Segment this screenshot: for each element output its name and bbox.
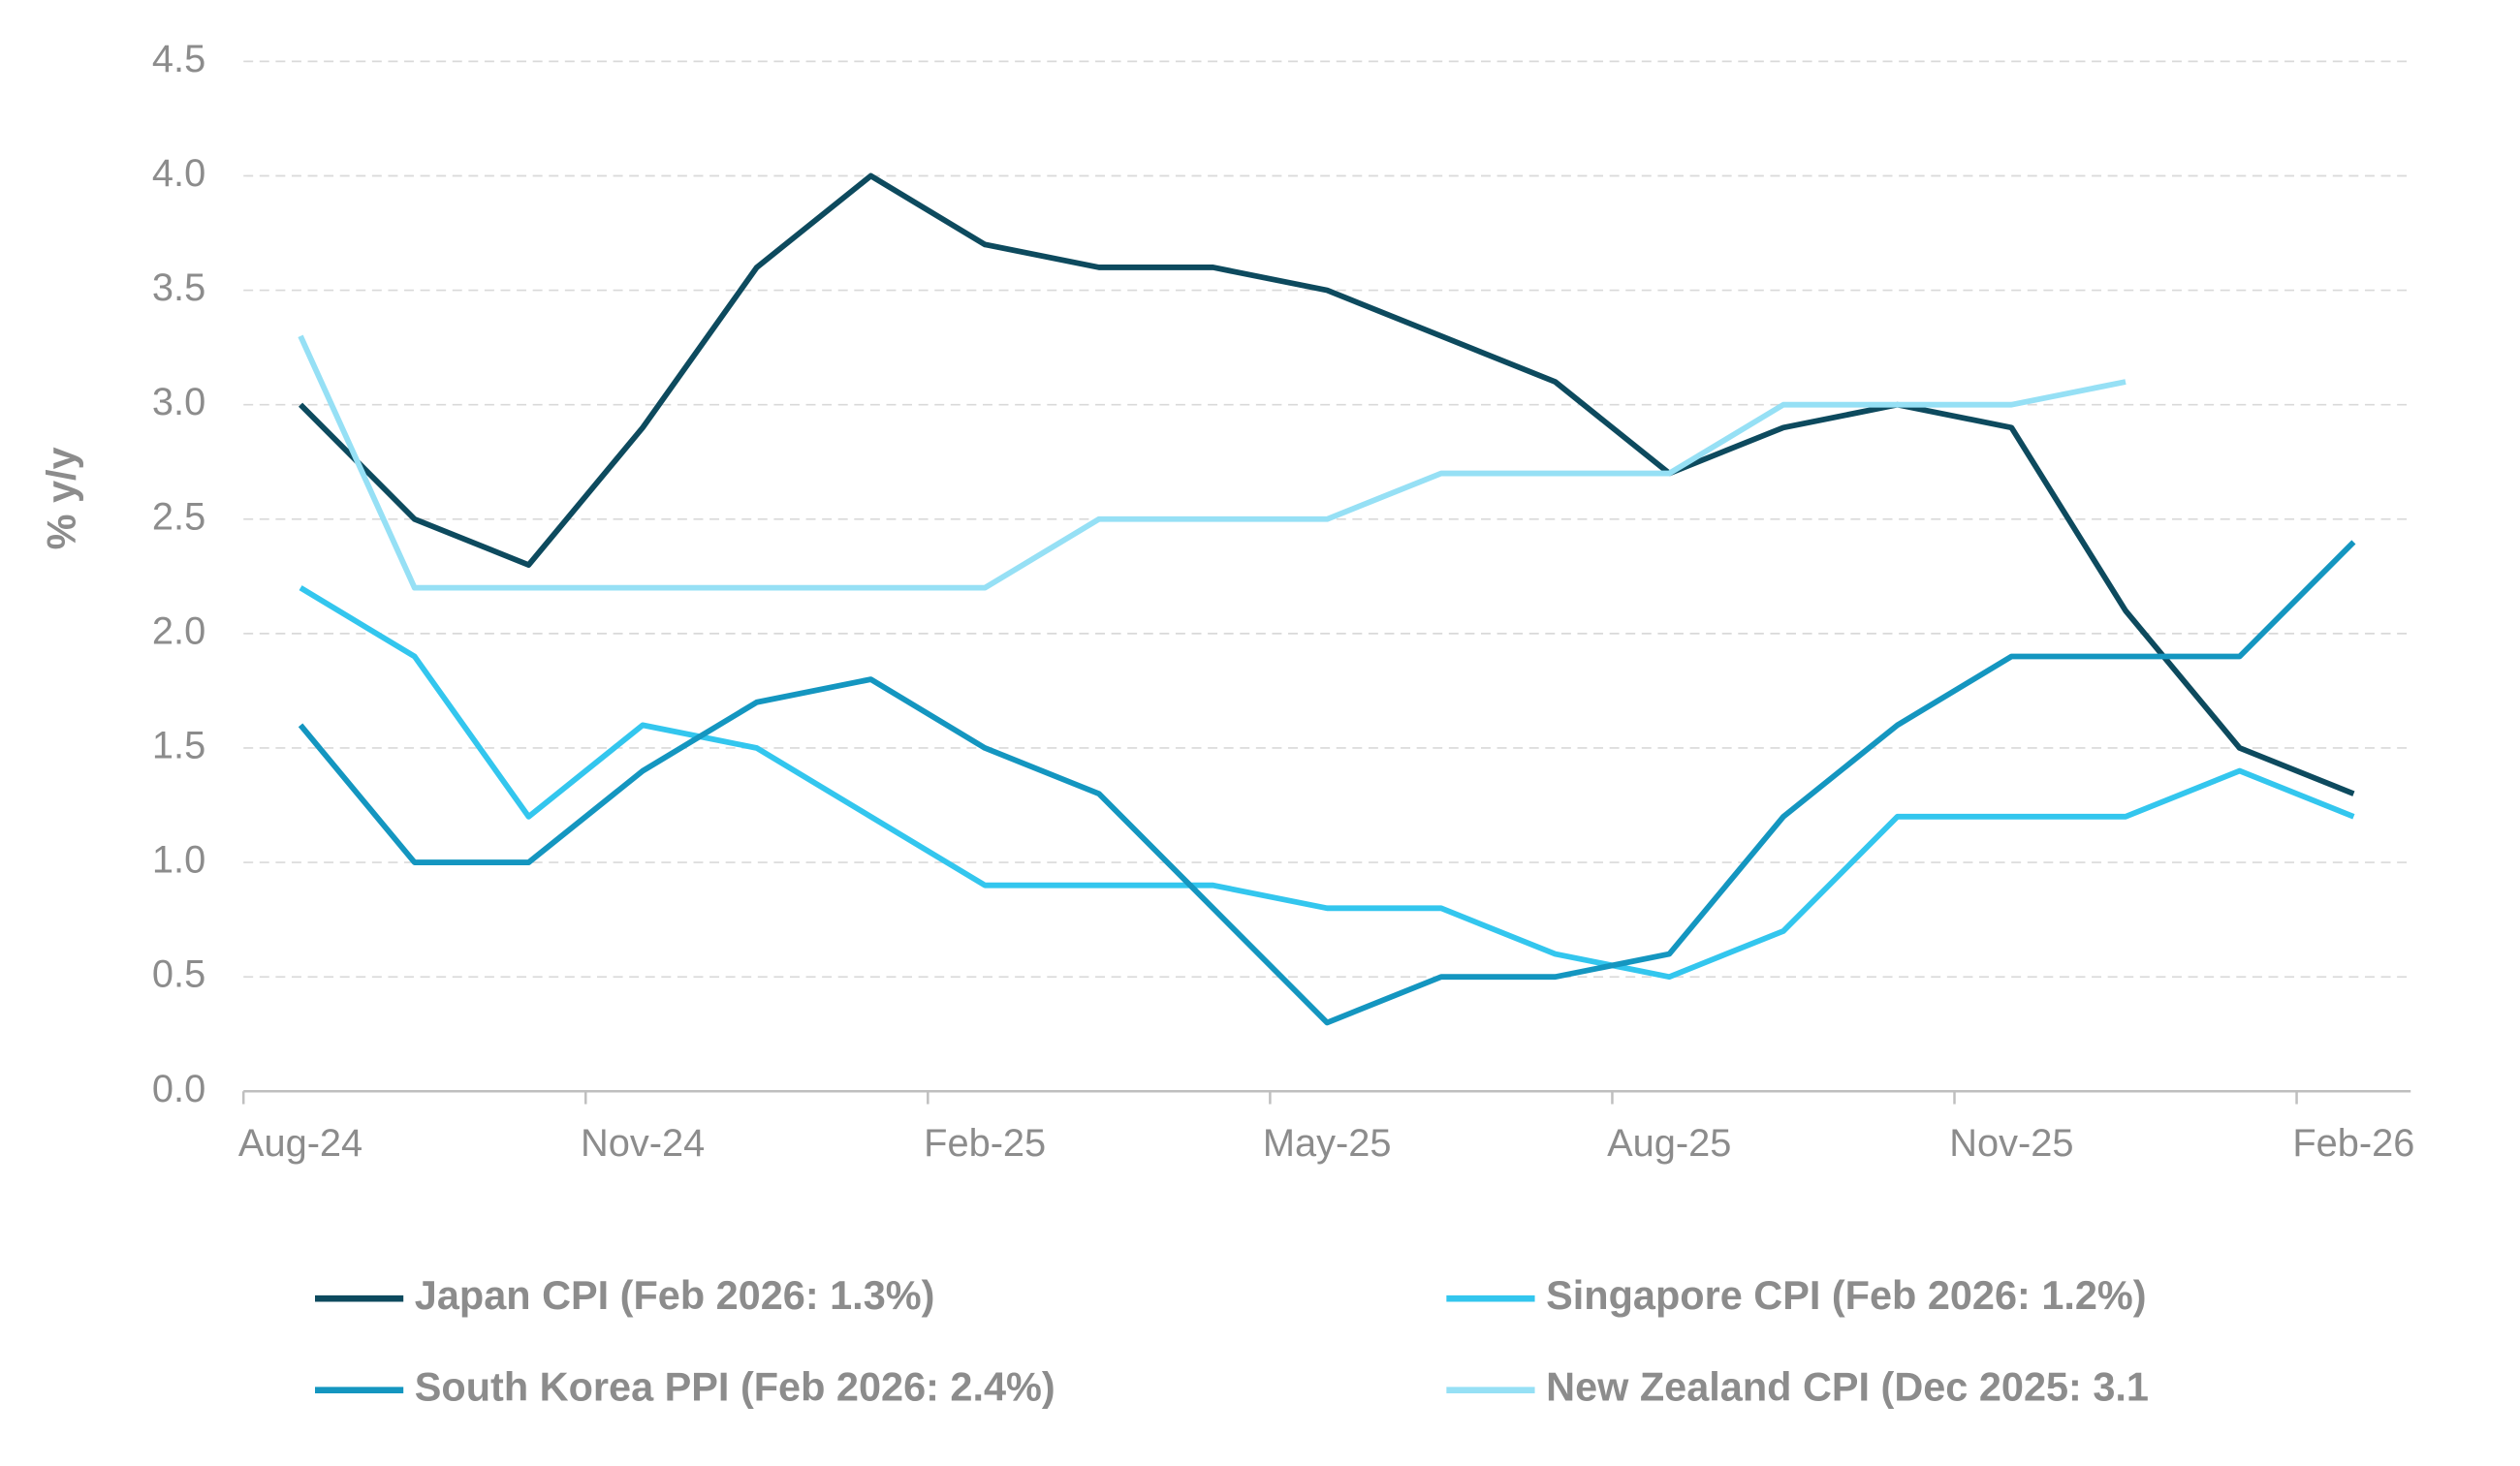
legend-label: Japan CPI (Feb 2026: 1.3%): [415, 1272, 935, 1318]
y-tick-label: 0.0: [152, 1068, 205, 1110]
x-tick-label: Nov-25: [1949, 1122, 2073, 1165]
line-series: [298, 172, 2355, 796]
y-tick-label: 0.5: [152, 953, 205, 996]
y-tick-label: 4.0: [152, 152, 205, 195]
x-tick-label: May-25: [1263, 1122, 1392, 1165]
y-tick-label: 2.0: [152, 609, 205, 652]
x-tick-label: Feb-25: [924, 1122, 1046, 1165]
y-tick-label: 3.5: [152, 266, 205, 309]
y-tick-label: 3.0: [152, 381, 205, 423]
x-tick-label: Aug-24: [238, 1122, 362, 1165]
x-tick-label: Nov-24: [581, 1122, 705, 1165]
x-tick-label: Aug-25: [1607, 1122, 1731, 1165]
line-series: [299, 585, 2355, 981]
line-series: [298, 540, 2356, 1026]
legend-label: Singapore CPI (Feb 2026: 1.2%): [1546, 1272, 2146, 1318]
legend-label: South Korea PPI (Feb 2026: 2.4%): [415, 1364, 1055, 1410]
y-tick-label: 2.5: [152, 495, 205, 538]
y-tick-label: 4.5: [152, 38, 205, 80]
line-series: [298, 334, 2126, 591]
y-tick-label: 1.0: [152, 839, 205, 882]
legend-label: New Zealand CPI (Dec 2025: 3.1: [1546, 1364, 2149, 1410]
x-tick-label: Feb-26: [2292, 1122, 2414, 1165]
y-tick-label: 1.5: [152, 724, 205, 766]
y-axis-label: % y/y: [38, 447, 83, 549]
